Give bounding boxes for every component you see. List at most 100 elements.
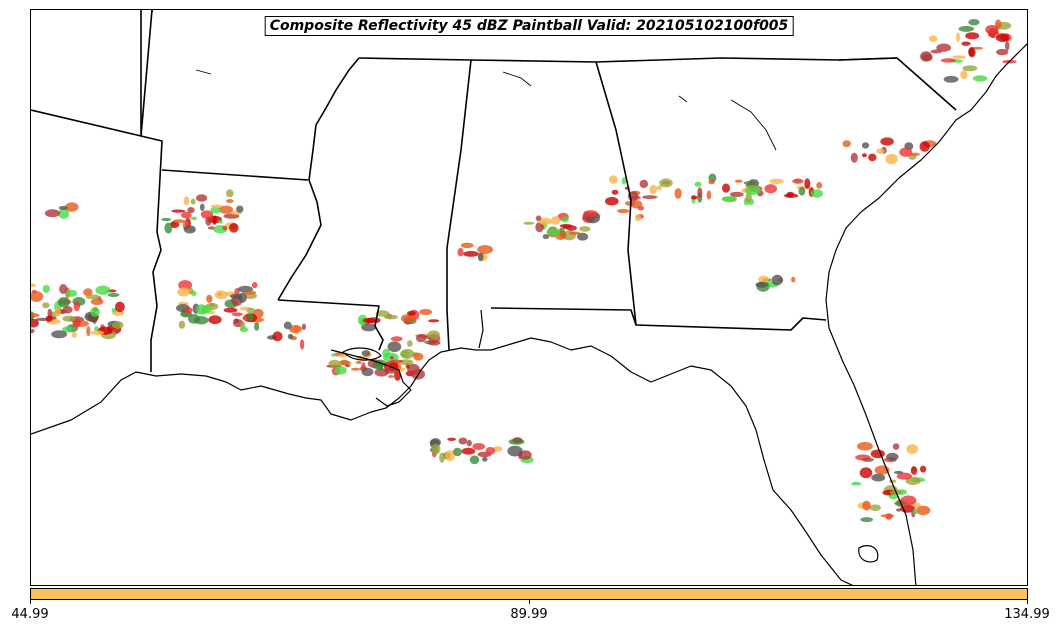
echo-blob [810, 189, 824, 198]
reflectivity-echoes [31, 19, 1017, 523]
echo-blob [469, 455, 480, 465]
map-title: Composite Reflectivity 45 dBZ Paintball … [264, 16, 794, 36]
echo-blob [206, 294, 213, 303]
echo-blob [428, 319, 440, 323]
echo-blob [996, 48, 1009, 56]
echo-blob [229, 223, 239, 233]
echo-blob [200, 203, 205, 212]
echo-blob [389, 356, 394, 360]
echo-blob [880, 514, 895, 518]
echo-blob [910, 152, 920, 156]
echo-blob [507, 445, 523, 457]
echo-blob [390, 336, 403, 342]
echo-blob [183, 307, 193, 314]
echo-blob [482, 456, 488, 462]
echo-blob [961, 41, 971, 46]
mississippi-alabama-border [358, 57, 472, 351]
colorbar [30, 588, 1028, 600]
map-canvas [31, 10, 1027, 585]
echo-blob [188, 314, 200, 324]
echo-blob [729, 191, 744, 198]
echo-blob [375, 310, 390, 317]
echo-blob [416, 334, 427, 343]
atlantic-coast [825, 43, 1027, 585]
echo-blob [210, 207, 221, 214]
echo-blob [851, 481, 862, 486]
echo-blob [42, 284, 50, 293]
echo-blob [461, 447, 476, 455]
oklahoma-arkansas-border [31, 109, 142, 137]
rivers [195, 69, 777, 151]
colorbar-label-mid: 89.99 [510, 607, 548, 622]
echo-blob [535, 215, 542, 222]
echo-blob [860, 517, 873, 523]
echo-blob [899, 147, 913, 157]
echo-blob [995, 33, 1010, 43]
coastline [31, 43, 1027, 585]
echo-blob [792, 178, 804, 184]
echo-blob [361, 367, 374, 377]
echo-blob [690, 195, 698, 200]
echo-blob [239, 326, 249, 333]
echo-blob [447, 437, 456, 441]
echo-blob [366, 317, 381, 324]
echo-blob [965, 32, 980, 40]
echo-blob [659, 178, 673, 188]
echo-blob [400, 314, 416, 323]
echo-blob [722, 183, 730, 193]
echo-blob [861, 457, 874, 462]
echo-blob [888, 493, 899, 500]
echo-blob [161, 217, 172, 222]
echo-blob [892, 443, 900, 450]
echo-blob [608, 175, 618, 184]
echo-blob [59, 284, 68, 294]
echo-blob [301, 323, 306, 330]
echo-blob [639, 179, 649, 189]
echo-blob [611, 189, 619, 195]
echo-blob [107, 293, 120, 297]
map-panel: Composite Reflectivity 45 dBZ Paintball … [30, 9, 1028, 586]
echo-blob [413, 352, 424, 361]
lake-pontchartrain [342, 347, 382, 361]
texas-louisiana-border [140, 10, 163, 372]
echo-blob [791, 276, 796, 283]
colorbar-tick-min [30, 600, 31, 604]
echo-blob [374, 368, 389, 377]
echo-blob [477, 245, 494, 254]
echo-blob [523, 221, 535, 225]
echo-blob [272, 331, 283, 342]
echo-blob [246, 307, 256, 314]
echo-blob [71, 331, 77, 338]
mississippi-delta [330, 349, 412, 407]
echo-blob [460, 242, 474, 249]
echo-blob [345, 364, 351, 368]
okeechobee [858, 545, 879, 563]
echo-blob [940, 58, 956, 63]
echo-blob [755, 281, 769, 288]
echo-blob [42, 302, 50, 309]
echo-blob [885, 153, 898, 165]
echo-blob [231, 312, 243, 317]
echo-blob [178, 320, 186, 329]
echo-blob [649, 184, 657, 195]
echo-blob [31, 313, 40, 318]
echo-blob [871, 473, 886, 482]
echo-blob [919, 141, 930, 152]
echo-blob [431, 443, 441, 455]
echo-blob [568, 231, 581, 235]
echo-blob [764, 184, 777, 194]
echo-blob [361, 323, 377, 332]
echo-blob [188, 287, 194, 295]
echo-blob [183, 196, 190, 206]
echo-blob [111, 321, 124, 329]
echo-blob [968, 19, 980, 26]
echo-blob [328, 359, 341, 368]
echo-blob [706, 190, 712, 200]
echo-blob [708, 179, 715, 185]
echo-blob [477, 252, 484, 262]
echo-blob [786, 191, 795, 198]
echo-blob [283, 321, 292, 330]
state-boundaries [31, 10, 957, 372]
echo-blob [180, 211, 192, 219]
echo-blob [542, 234, 550, 240]
